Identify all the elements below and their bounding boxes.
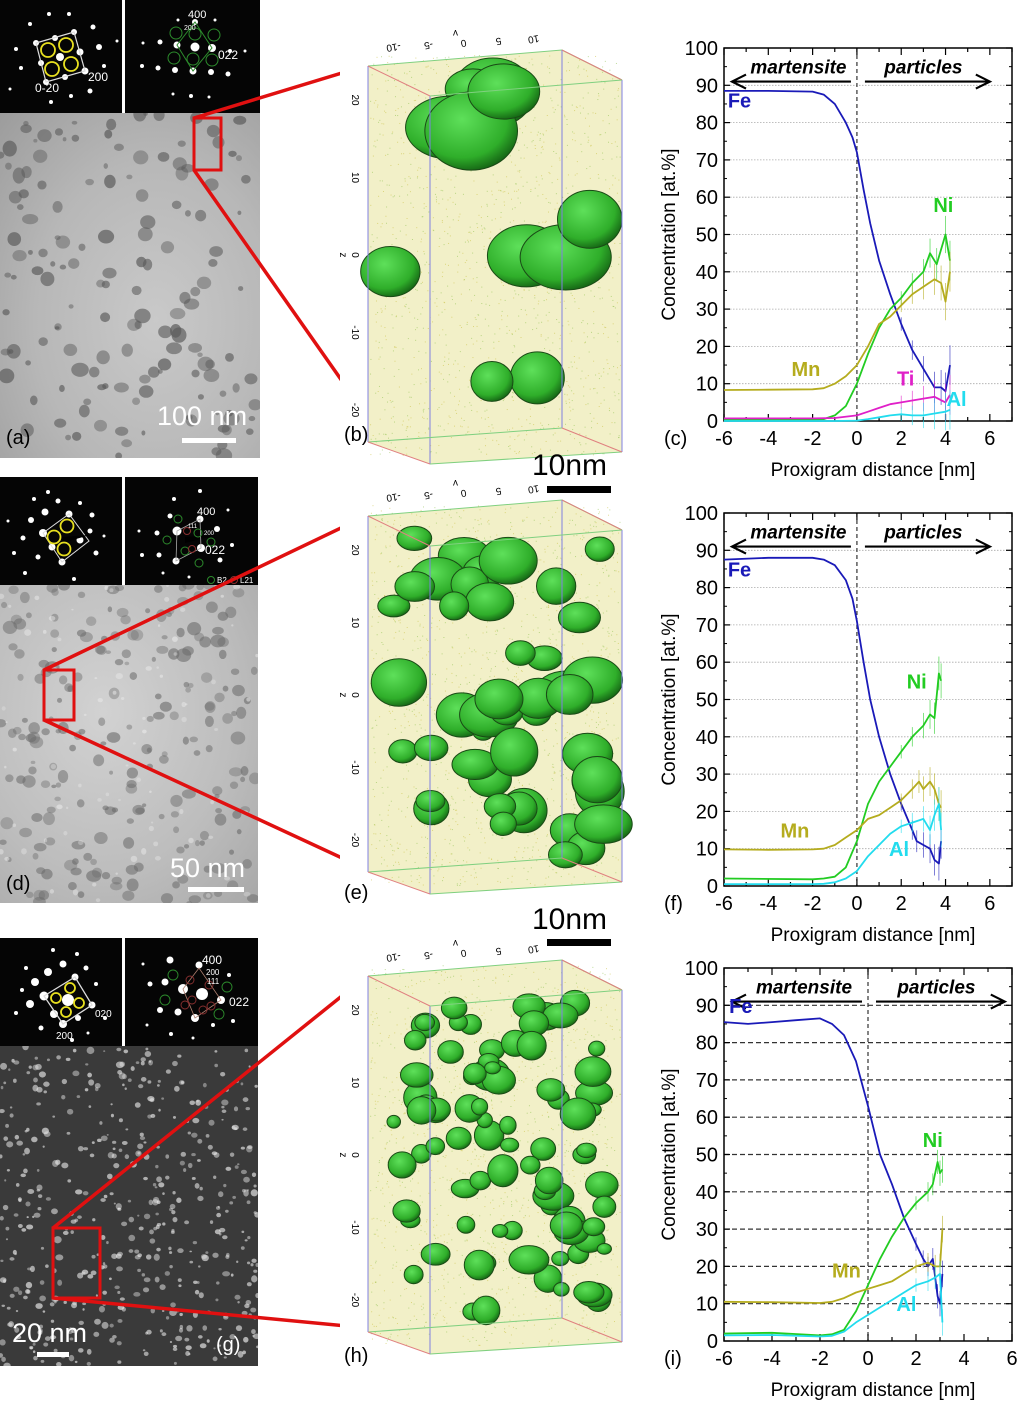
svg-text:80: 80 (696, 113, 718, 135)
svg-text:0: 0 (851, 893, 862, 915)
svg-text:2: 2 (896, 893, 907, 915)
svg-text:martensite: martensite (750, 58, 847, 79)
svg-text:20: 20 (349, 94, 360, 106)
svg-text:(c): (c) (664, 428, 687, 450)
svg-text:100: 100 (685, 503, 718, 525)
svg-text:-4: -4 (759, 893, 777, 915)
svg-text:6: 6 (984, 428, 995, 450)
svg-text:2: 2 (896, 428, 907, 450)
svg-text:10: 10 (696, 839, 718, 861)
panel-label-e: (e) (344, 882, 368, 905)
svg-text:0: 0 (349, 252, 360, 258)
svg-text:50: 50 (696, 690, 718, 712)
svg-text:y: y (453, 480, 458, 488)
svg-text:-6: -6 (715, 428, 733, 450)
svg-text:Concentration [at.%]: Concentration [at.%] (659, 148, 680, 320)
svg-text:-4: -4 (759, 428, 777, 450)
svg-text:10: 10 (527, 482, 540, 495)
svg-text:90: 90 (696, 75, 718, 97)
svg-text:0: 0 (851, 428, 862, 450)
svg-text:Concentration [at.%]: Concentration [at.%] (659, 613, 680, 785)
svg-text:-10: -10 (385, 40, 402, 53)
svg-text:10: 10 (349, 172, 360, 184)
svg-text:-10: -10 (385, 490, 402, 503)
svg-text:10: 10 (696, 374, 718, 396)
svg-text:(f): (f) (664, 893, 683, 915)
svg-text:5: 5 (494, 485, 502, 497)
svg-text:Ti: Ti (897, 369, 914, 391)
svg-text:-5: -5 (423, 38, 434, 50)
svg-text:0: 0 (459, 37, 467, 49)
svg-text:100: 100 (685, 38, 718, 60)
svg-text:-2: -2 (804, 428, 822, 450)
zoom-connector-lines (0, 930, 340, 1370)
svg-text:40: 40 (696, 262, 718, 284)
zoom-connector-lines (0, 470, 340, 910)
svg-text:-20: -20 (349, 833, 360, 848)
series-ni (724, 235, 950, 420)
series-mn (724, 272, 950, 390)
svg-text:70: 70 (696, 615, 718, 637)
svg-text:20: 20 (696, 801, 718, 823)
svg-text:30: 30 (696, 299, 718, 321)
svg-text:-6: -6 (715, 893, 733, 915)
svg-text:50: 50 (696, 225, 718, 247)
svg-text:Mn: Mn (792, 359, 821, 381)
svg-text:20: 20 (349, 544, 360, 556)
svg-text:-10: -10 (349, 760, 360, 775)
svg-text:10: 10 (349, 617, 360, 629)
svg-text:80: 80 (696, 578, 718, 600)
svg-text:Mn: Mn (780, 821, 809, 843)
svg-text:-20: -20 (349, 403, 360, 418)
svg-text:Ni: Ni (907, 671, 927, 693)
svg-text:4: 4 (940, 893, 951, 915)
scale-label: 10nm (532, 449, 607, 483)
svg-text:-10: -10 (349, 325, 360, 340)
svg-text:10: 10 (527, 32, 540, 45)
svg-text:5: 5 (494, 35, 502, 47)
svg-text:30: 30 (696, 764, 718, 786)
svg-text:0: 0 (349, 692, 360, 698)
svg-text:Al: Al (947, 389, 967, 411)
svg-text:60: 60 (696, 187, 718, 209)
series-fe (724, 558, 941, 864)
svg-text:particles: particles (883, 58, 962, 79)
svg-text:particles: particles (883, 523, 962, 544)
svg-text:martensite: martensite (750, 523, 847, 544)
panel-label-h: (h) (344, 1345, 368, 1368)
svg-text:0: 0 (459, 487, 467, 499)
svg-text:20: 20 (696, 336, 718, 358)
svg-text:Fe: Fe (728, 559, 751, 581)
svg-text:y: y (453, 30, 458, 38)
svg-text:60: 60 (696, 652, 718, 674)
svg-text:-5: -5 (423, 488, 434, 500)
scale-label: 10nm (532, 903, 607, 937)
svg-text:70: 70 (696, 150, 718, 172)
svg-text:4: 4 (940, 428, 951, 450)
svg-text:90: 90 (696, 540, 718, 562)
zoom-connector-lines (0, 0, 340, 480)
svg-text:Fe: Fe (728, 91, 751, 113)
svg-text:40: 40 (696, 727, 718, 749)
svg-text:Proxigram distance [nm]: Proxigram distance [nm] (771, 925, 976, 946)
svg-text:Al: Al (889, 839, 909, 861)
svg-text:6: 6 (984, 893, 995, 915)
svg-text:-2: -2 (804, 893, 822, 915)
panel-label-b: (b) (344, 424, 368, 447)
svg-text:Ni: Ni (933, 195, 953, 217)
svg-text:Proxigram distance [nm]: Proxigram distance [nm] (771, 460, 976, 481)
